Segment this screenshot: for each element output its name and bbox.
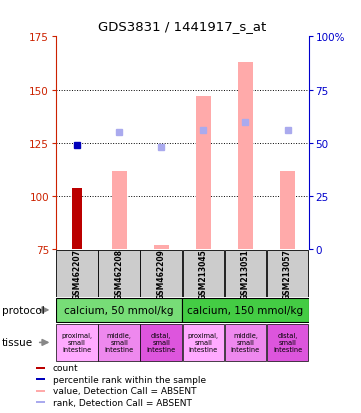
Text: tissue: tissue xyxy=(2,337,33,348)
Bar xyxy=(225,324,266,361)
Bar xyxy=(183,324,224,361)
Text: middle,
small
intestine: middle, small intestine xyxy=(104,332,134,353)
Text: calcium, 50 mmol/kg: calcium, 50 mmol/kg xyxy=(64,305,174,315)
Bar xyxy=(225,250,266,297)
Bar xyxy=(183,250,224,297)
Text: GSM462208: GSM462208 xyxy=(115,248,123,299)
Bar xyxy=(56,250,98,297)
Text: rank, Detection Call = ABSENT: rank, Detection Call = ABSENT xyxy=(53,398,192,406)
Bar xyxy=(98,324,140,361)
Text: GSM462209: GSM462209 xyxy=(157,248,166,299)
Bar xyxy=(36,378,45,380)
Bar xyxy=(267,250,308,297)
Bar xyxy=(182,298,309,322)
Text: distal,
small
intestine: distal, small intestine xyxy=(147,332,176,353)
Text: GSM462207: GSM462207 xyxy=(73,248,82,299)
Bar xyxy=(196,97,211,250)
Bar xyxy=(56,298,182,322)
Text: distal,
small
intestine: distal, small intestine xyxy=(273,332,302,353)
Bar xyxy=(140,324,182,361)
Text: value, Detection Call = ABSENT: value, Detection Call = ABSENT xyxy=(53,386,196,395)
Text: protocol: protocol xyxy=(2,305,44,315)
Bar xyxy=(267,324,308,361)
Bar xyxy=(238,63,253,250)
Text: percentile rank within the sample: percentile rank within the sample xyxy=(53,375,206,384)
Title: GDS3831 / 1441917_s_at: GDS3831 / 1441917_s_at xyxy=(98,20,266,33)
Bar xyxy=(56,324,98,361)
Bar xyxy=(280,171,295,250)
Text: count: count xyxy=(53,363,78,373)
Text: GSM213057: GSM213057 xyxy=(283,248,292,299)
Text: proximal,
small
intestine: proximal, small intestine xyxy=(188,332,219,353)
Text: middle,
small
intestine: middle, small intestine xyxy=(231,332,260,353)
Bar xyxy=(140,250,182,297)
Bar xyxy=(36,367,45,369)
Bar xyxy=(36,389,45,392)
Bar xyxy=(36,401,45,403)
Text: GSM213051: GSM213051 xyxy=(241,248,250,299)
Text: GSM213045: GSM213045 xyxy=(199,248,208,299)
Text: calcium, 150 mmol/kg: calcium, 150 mmol/kg xyxy=(187,305,304,315)
Bar xyxy=(112,171,126,250)
Text: proximal,
small
intestine: proximal, small intestine xyxy=(61,332,92,353)
Bar xyxy=(98,250,140,297)
Bar xyxy=(154,246,169,250)
Bar xyxy=(72,188,82,250)
